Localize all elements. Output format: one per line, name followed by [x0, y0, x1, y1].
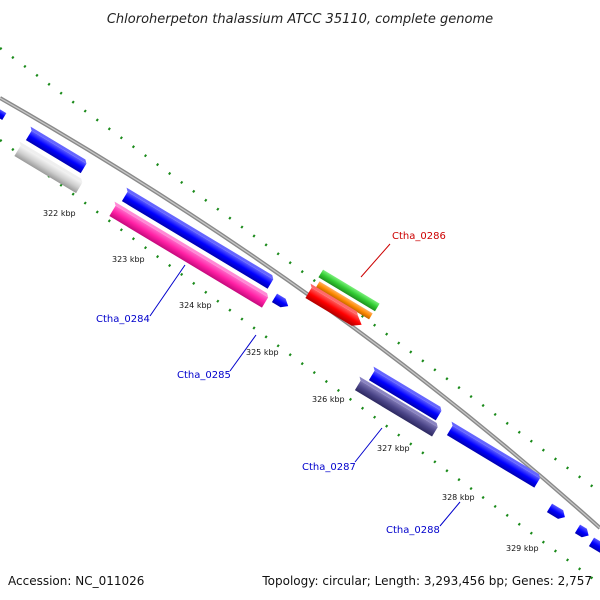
- cds-feature: [271, 293, 289, 308]
- tick-label: 325 kbp: [246, 348, 279, 357]
- tick-labels: 322 kbp 323 kbp 324 kbp 325 kbp 326 kbp …: [43, 209, 539, 553]
- cds-feature: [25, 130, 87, 174]
- gene-label-ctha-0285[interactable]: Ctha_0285: [177, 370, 231, 381]
- ctha-0286-feature: [305, 287, 362, 326]
- gene-callouts[interactable]: Ctha_0284 Ctha_0285 Ctha_0286 Ctha_0287 …: [96, 231, 461, 536]
- gene-label-ctha-0287[interactable]: Ctha_0287: [302, 462, 356, 473]
- accession-text: Accession: NC_011026: [8, 574, 144, 588]
- cds-feature: [546, 503, 565, 519]
- genome-summary-text: Topology: circular; Length: 3,293,456 bp…: [261, 574, 592, 588]
- cds-feature: [318, 269, 380, 312]
- gene-label-ctha-0286[interactable]: Ctha_0286: [392, 231, 446, 242]
- ruler-inner: [0, 138, 600, 586]
- gene-label-ctha-0284[interactable]: Ctha_0284: [96, 314, 150, 325]
- gene-label-ctha-0288[interactable]: Ctha_0288: [386, 525, 440, 536]
- cds-feature: [446, 425, 541, 488]
- tick-label: 324 kbp: [179, 301, 212, 310]
- cds-feature: [368, 370, 442, 421]
- tick-label: 326 kbp: [312, 395, 345, 404]
- tick-label: 329 kbp: [506, 544, 539, 553]
- tick-label: 327 kbp: [377, 444, 410, 453]
- cds-feature: [588, 537, 600, 554]
- ctha-0284-feature: [109, 205, 269, 308]
- tick-label: 322 kbp: [43, 209, 76, 218]
- features: [0, 100, 600, 554]
- gray-feature: [14, 145, 83, 194]
- cds-feature: [315, 281, 373, 320]
- tick-label: 323 kbp: [112, 255, 145, 264]
- cds-feature: [121, 191, 274, 289]
- tick-label: 328 kbp: [442, 493, 475, 502]
- ruler-outer: [0, 46, 600, 494]
- ctha-0287-feature: [354, 380, 438, 437]
- map-title: Chloroherpeton thalassium ATCC 35110, co…: [107, 12, 493, 27]
- cds-feature: [574, 524, 589, 538]
